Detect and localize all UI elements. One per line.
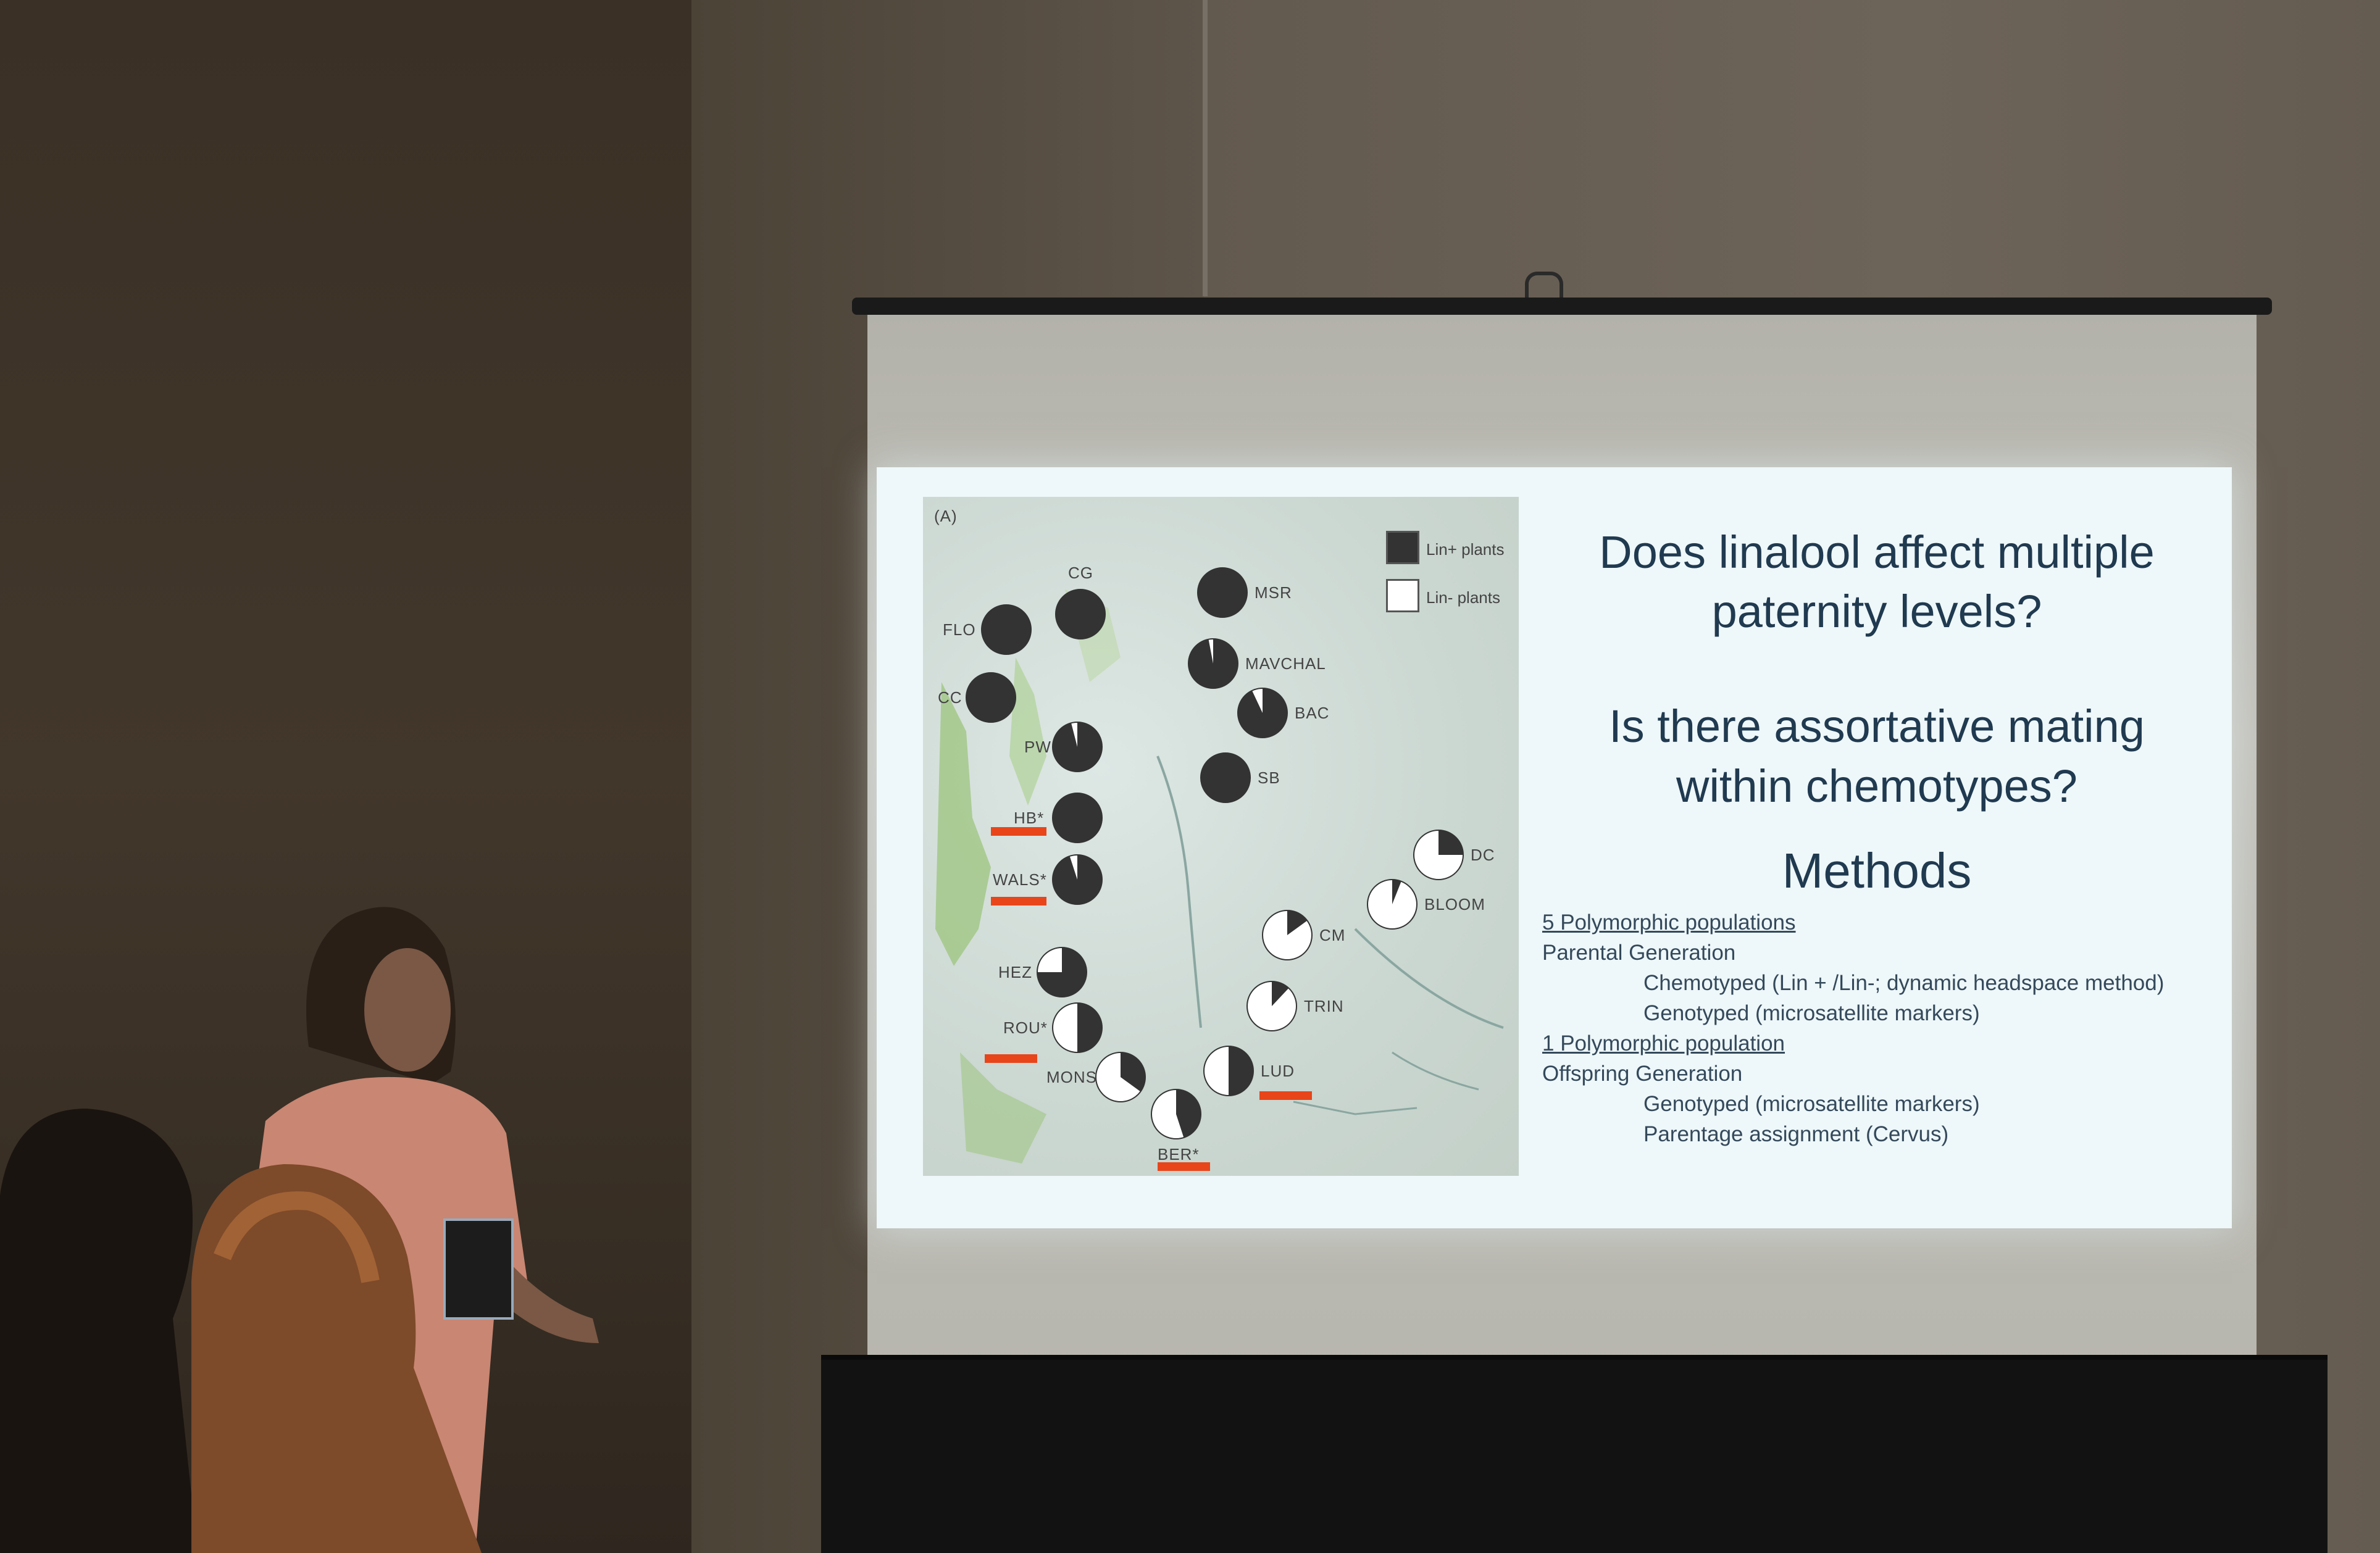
pie-pw [1052, 722, 1103, 772]
pie-flo [981, 604, 1032, 655]
population-label-bloom: BLOOM [1424, 895, 1485, 914]
legend-label-lin-minus: Lin- plants [1426, 588, 1500, 607]
methods-line-1: 5 Polymorphic populations [1542, 910, 1796, 935]
methods-line-7: Genotyped (microsatellite markers) [1643, 1092, 1980, 1116]
legend-swatch-lin-plus [1386, 531, 1419, 564]
population-label-hb: HB* [1014, 809, 1045, 827]
wall-seam [1203, 0, 1208, 296]
population-label-msr: MSR [1255, 583, 1292, 602]
pie-cc [966, 672, 1016, 723]
population-label-dc: DC [1471, 846, 1495, 864]
question-1-line-2: paternity levels? [1711, 586, 2042, 638]
pie-hez [1037, 947, 1087, 997]
redbar-lud [1259, 1091, 1312, 1100]
pie-bac [1237, 688, 1288, 738]
pie-dc [1413, 830, 1464, 880]
population-label-hez: HEZ [998, 963, 1032, 981]
pie-cm [1262, 910, 1313, 960]
pie-msr [1197, 567, 1248, 618]
legend-swatch-lin-minus [1386, 579, 1419, 612]
question-2-line-1: Is there assortative mating [1609, 701, 2145, 752]
methods-line-5: 1 Polymorphic population [1542, 1031, 1785, 1055]
population-label-rou: ROU* [1003, 1018, 1048, 1037]
screen-top-bar [852, 298, 2272, 315]
population-label-bac: BAC [1295, 704, 1330, 722]
pie-ber [1151, 1089, 1201, 1139]
redbar-rou [985, 1054, 1037, 1063]
methods-heading: Methods [1782, 843, 1972, 898]
pie-cg [1055, 589, 1106, 639]
population-label-pw: PW [1024, 738, 1051, 756]
methods-line-3: Chemotyped (Lin + /Lin-; dynamic headspa… [1643, 971, 2165, 995]
methods-line-6: Offspring Generation [1542, 1062, 1743, 1086]
population-label-wals: WALS* [993, 870, 1047, 889]
pie-rou [1052, 1002, 1103, 1053]
pie-mons [1095, 1052, 1146, 1102]
population-label-mavchal: MAVCHAL [1245, 654, 1326, 673]
pie-hb [1052, 793, 1103, 843]
question-2-line-2: within chemotypes? [1676, 760, 2077, 812]
methods-line-8: Parentage assignment (Cervus) [1643, 1122, 1949, 1146]
pie-mavchal [1188, 638, 1238, 689]
methods-line-4: Genotyped (microsatellite markers) [1643, 1001, 1980, 1025]
population-label-lud: LUD [1261, 1062, 1295, 1080]
map-panel-label: (A) [934, 507, 958, 525]
population-label-sb: SB [1258, 768, 1280, 787]
pie-bloom [1367, 879, 1418, 930]
redbar-wals [991, 897, 1046, 906]
research-questions: Does linalool affect multiple paternity … [1531, 523, 2223, 816]
pie-wals [1052, 854, 1103, 905]
screen-hook [1525, 272, 1563, 300]
legend-label-lin-plus: Lin+ plants [1426, 540, 1505, 559]
pie-lud [1203, 1046, 1254, 1096]
pie-markers [966, 567, 1464, 1139]
population-map: (A) FLO CG MSR MAVCHAL CC BAC PW SB HB* WALS* DC BL… [923, 497, 1519, 1176]
audience-silhouettes [0, 1109, 482, 1553]
population-label-trin: TRIN [1304, 997, 1344, 1015]
redbar-ber [1158, 1162, 1210, 1171]
screen-stand [821, 1355, 2328, 1553]
population-label-cc: CC [938, 688, 962, 707]
methods-line-2: Parental Generation [1542, 941, 1736, 965]
pie-trin [1246, 981, 1297, 1031]
population-label-mons: MONS [1046, 1068, 1097, 1086]
population-label-ber: BER* [1158, 1145, 1200, 1164]
population-label-cg: CG [1068, 564, 1093, 582]
projected-slide: (A) FLO CG MSR MAVCHAL CC BAC PW SB HB* WALS* DC BL… [877, 467, 2232, 1228]
population-label-cm: CM [1319, 926, 1346, 944]
redbar-hb [991, 827, 1046, 836]
question-1-line-1: Does linalool affect multiple [1599, 527, 2155, 578]
pie-sb [1200, 752, 1251, 803]
population-label-flo: FLO [943, 620, 976, 639]
